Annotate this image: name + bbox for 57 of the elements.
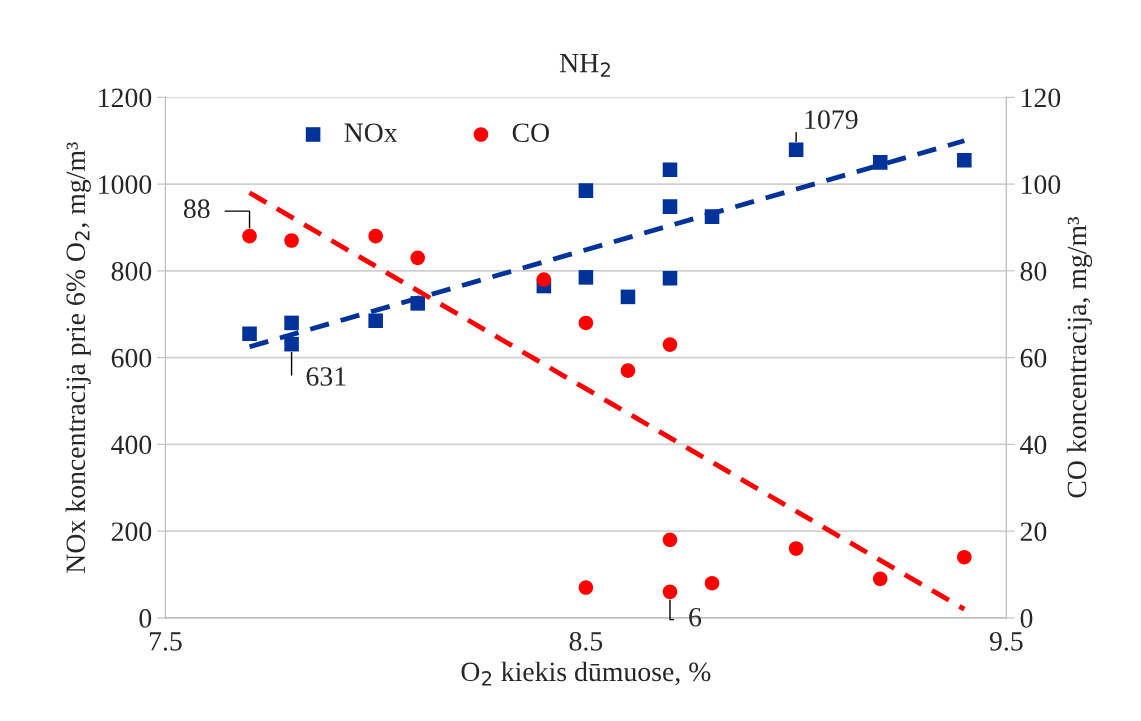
point bbox=[284, 315, 299, 331]
y-tick-label: 0 bbox=[139, 609, 152, 628]
legend-label: CO bbox=[512, 123, 549, 143]
point bbox=[872, 155, 888, 170]
point bbox=[284, 233, 299, 248]
x-tick-label: 7.5 bbox=[149, 632, 182, 651]
y2-tick-label: 100 bbox=[1022, 175, 1061, 195]
point bbox=[410, 296, 425, 311]
x-tick-label: 9.5 bbox=[989, 631, 1023, 651]
y-tick-label: 1200 bbox=[99, 88, 152, 108]
point bbox=[578, 270, 594, 285]
point bbox=[662, 337, 678, 352]
point bbox=[578, 315, 594, 331]
point bbox=[368, 228, 383, 244]
point bbox=[788, 541, 804, 556]
y-tick-label: 400 bbox=[111, 435, 152, 455]
y-tick-label: 600 bbox=[111, 348, 152, 368]
legend-label: NOx bbox=[344, 123, 398, 143]
x-tick-label: 8.5 bbox=[569, 631, 603, 651]
point bbox=[368, 313, 383, 329]
y-axis-title: NOx koncentracija prie 6% O$_{2}$, mg/m³ bbox=[65, 142, 91, 573]
point bbox=[662, 584, 678, 600]
point bbox=[536, 272, 552, 287]
y-tick-label: 800 bbox=[111, 262, 152, 281]
y2-tick-label: 120 bbox=[1022, 88, 1061, 108]
point bbox=[662, 162, 678, 178]
point bbox=[788, 142, 804, 158]
point bbox=[284, 336, 299, 352]
data-label: 631 bbox=[306, 367, 346, 386]
point bbox=[242, 228, 257, 244]
point bbox=[662, 270, 678, 286]
y2-tick-label: 80 bbox=[1020, 262, 1047, 281]
point bbox=[872, 571, 888, 587]
x-axis-title: O$_{2}$ kiekis dūmuose, % bbox=[461, 661, 711, 686]
point bbox=[242, 326, 257, 342]
point bbox=[957, 152, 972, 168]
point bbox=[620, 363, 636, 378]
chart-title: NH$_{2}$ bbox=[559, 54, 610, 77]
y2-tick-label: 40 bbox=[1020, 435, 1047, 455]
data-label: 88 bbox=[183, 199, 210, 219]
point bbox=[704, 209, 720, 224]
y2-tick-label: 0 bbox=[1020, 609, 1033, 628]
data-label: 1079 bbox=[805, 110, 858, 129]
point bbox=[662, 199, 678, 214]
point bbox=[957, 549, 972, 565]
y2-tick-label: 20 bbox=[1020, 522, 1047, 542]
point bbox=[620, 289, 636, 305]
y2-axis-title: CO koncentracija, mg/m³ bbox=[1066, 217, 1093, 498]
point bbox=[662, 532, 678, 548]
point bbox=[578, 183, 594, 198]
point bbox=[704, 575, 720, 591]
point bbox=[578, 580, 594, 595]
y-tick-label: 1000 bbox=[99, 175, 152, 195]
y-tick-label: 200 bbox=[111, 522, 152, 542]
data-label: 6 bbox=[689, 607, 702, 627]
y2-tick-label: 60 bbox=[1020, 348, 1047, 368]
point bbox=[410, 250, 425, 266]
